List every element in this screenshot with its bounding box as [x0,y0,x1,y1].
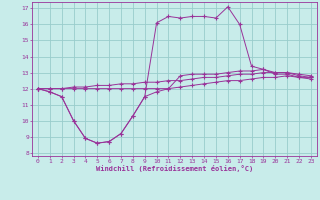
X-axis label: Windchill (Refroidissement éolien,°C): Windchill (Refroidissement éolien,°C) [96,165,253,172]
